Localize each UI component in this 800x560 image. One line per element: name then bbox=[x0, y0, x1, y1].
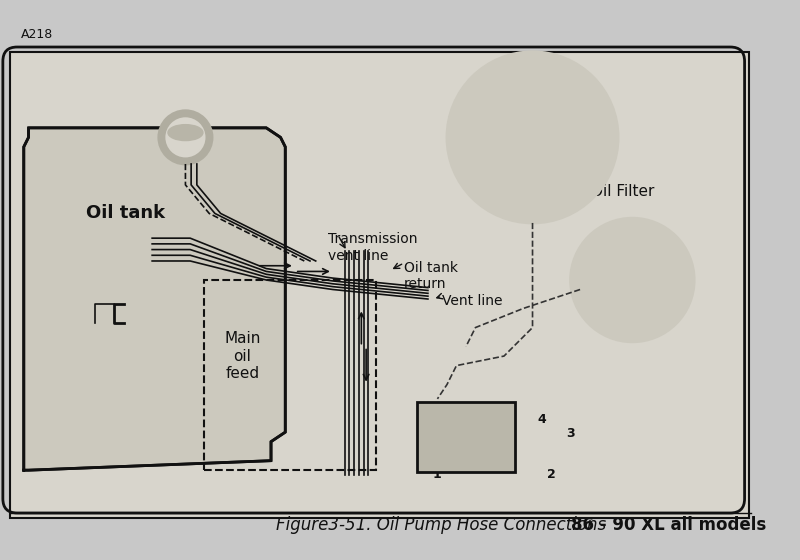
Text: Oil pump: Oil pump bbox=[425, 416, 488, 430]
Text: Air cleaner: Air cleaner bbox=[487, 119, 578, 137]
Text: 4: 4 bbox=[538, 413, 546, 426]
Text: Vent line: Vent line bbox=[442, 294, 502, 308]
Text: 1: 1 bbox=[433, 468, 442, 481]
FancyBboxPatch shape bbox=[10, 52, 750, 518]
Circle shape bbox=[159, 111, 212, 164]
Text: 2: 2 bbox=[547, 468, 556, 481]
Text: Main
oil
feed: Main oil feed bbox=[224, 331, 261, 381]
Text: 86 - 90 XL all models: 86 - 90 XL all models bbox=[570, 516, 766, 534]
Circle shape bbox=[166, 118, 205, 156]
Text: 3: 3 bbox=[566, 427, 575, 440]
Bar bbox=[205, 280, 376, 470]
FancyBboxPatch shape bbox=[417, 402, 515, 472]
Polygon shape bbox=[24, 128, 286, 470]
Text: Oil tank: Oil tank bbox=[86, 204, 165, 222]
Circle shape bbox=[570, 218, 694, 342]
Text: Figure3-51. Oil Pump Hose Connections: Figure3-51. Oil Pump Hose Connections bbox=[276, 516, 606, 534]
Text: Transmission
vent line: Transmission vent line bbox=[328, 232, 418, 263]
Ellipse shape bbox=[168, 125, 202, 140]
Text: Oil tank
return: Oil tank return bbox=[404, 261, 458, 291]
Text: Oil Filter: Oil Filter bbox=[591, 184, 654, 199]
Circle shape bbox=[447, 52, 618, 223]
Text: A218: A218 bbox=[21, 28, 53, 41]
